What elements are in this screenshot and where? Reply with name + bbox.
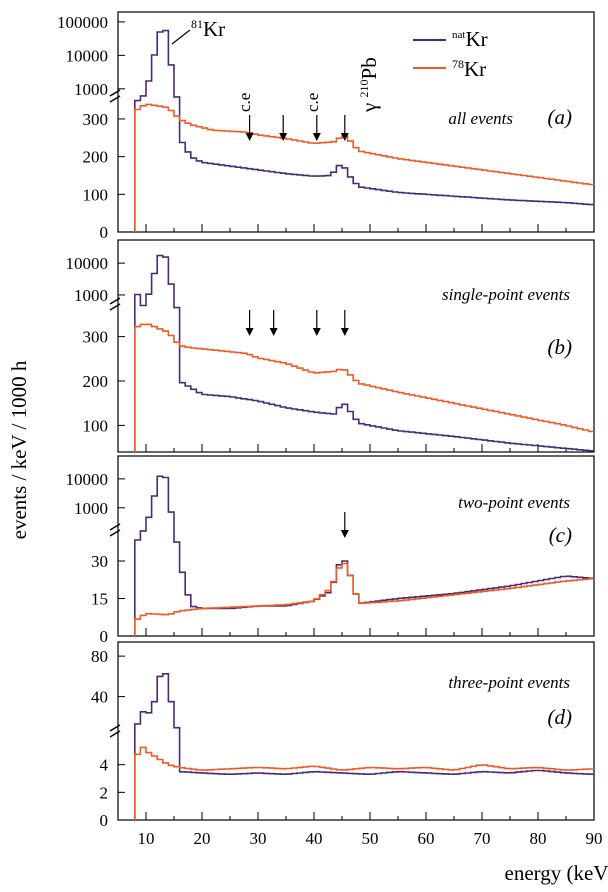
ce-label-2: c.e <box>303 93 322 112</box>
annotation-arrowhead <box>269 328 278 336</box>
legend-label-78kr: 78Kr <box>452 57 486 81</box>
series-78kr <box>134 746 594 820</box>
y-tick-label: 30 <box>91 552 108 571</box>
panel-tag: (d) <box>548 705 573 729</box>
y-tick-label: 1000 <box>74 286 108 305</box>
x-axis-label: energy (keV) <box>505 861 608 885</box>
y-tick-label: 0 <box>100 223 109 242</box>
x-tick-label: 30 <box>250 829 267 848</box>
legend-label-nat: natKr <box>452 27 488 51</box>
y-tick-label: 0 <box>100 627 109 646</box>
series-nat-kr <box>134 29 594 232</box>
annotation-arrowhead <box>340 530 349 538</box>
kr81-sup: 81 <box>191 17 203 31</box>
annotation-arrowhead <box>279 133 288 141</box>
series-78kr <box>134 323 594 452</box>
y-tick-label: 200 <box>83 148 109 167</box>
annotation-arrowhead <box>312 133 321 141</box>
y-tick-label: 1000 <box>74 80 108 99</box>
y-tick-label: 10000 <box>66 470 109 489</box>
panel-d: 80 40 4 2 0 (d) three-point events <box>91 641 595 830</box>
y-tick-label: 100000 <box>57 13 108 32</box>
axis-break-mark <box>109 724 121 732</box>
pb210-sup: 210 <box>357 79 371 97</box>
annotation-arrowhead <box>245 328 254 336</box>
panel-frame <box>117 641 595 821</box>
axis-break-mark <box>109 523 121 531</box>
x-tick-label: 80 <box>530 829 547 848</box>
x-tick-label: 20 <box>194 829 211 848</box>
panel-b: 10000 1000 300 200 100 (b) single-point events <box>66 239 595 453</box>
panel-tag: (a) <box>548 105 573 129</box>
pb210-prefix: γ <box>357 97 381 113</box>
x-tick-label: 70 <box>474 829 491 848</box>
y-tick-label: 2 <box>100 783 109 802</box>
annotation-arrowhead <box>340 328 349 336</box>
y-tick-label: 4 <box>100 756 109 775</box>
panel-c: 10000 1000 30 15 0 (c) two-point events <box>66 455 595 646</box>
series-78kr <box>134 103 594 232</box>
pb210-text: Pb <box>357 57 381 79</box>
panel-tag: (c) <box>549 523 572 547</box>
kr81-text: Kr <box>203 17 225 41</box>
panel-tag: (b) <box>548 335 573 359</box>
panel-label: single-point events <box>442 285 570 304</box>
axis-break-mark <box>109 730 121 738</box>
y-tick-label: 15 <box>91 590 108 609</box>
y-tick-label: 10000 <box>66 254 109 273</box>
y-axis-label: events / keV / 1000 h <box>7 360 31 539</box>
y-tick-label: 1000 <box>74 499 108 518</box>
y-tick-label: 100 <box>83 416 109 435</box>
x-tick-label: 90 <box>586 829 603 848</box>
ce-label-1: c.e <box>235 93 254 112</box>
series-nat-kr <box>134 673 594 820</box>
axis-break-mark <box>109 529 121 537</box>
y-tick-label: 10000 <box>66 46 109 65</box>
y-tick-label: 300 <box>83 110 109 129</box>
series-78kr <box>134 562 594 636</box>
y-tick-label: 40 <box>91 688 108 707</box>
panel-frame <box>117 239 595 453</box>
series-nat-kr <box>134 254 594 452</box>
panel-frame <box>117 455 595 637</box>
x-tick-label: 40 <box>306 829 323 848</box>
y-tick-label: 100 <box>83 185 109 204</box>
panel-label: two-point events <box>458 493 570 512</box>
legend: natKr 78Kr <box>413 27 488 81</box>
x-tick-label: 60 <box>418 829 435 848</box>
panel-label: all events <box>448 109 513 128</box>
annotation-arrowhead <box>245 133 254 141</box>
annotation-arrowhead <box>312 328 321 336</box>
x-tick-label: 50 <box>362 829 379 848</box>
panel-frame <box>117 11 595 233</box>
pb210-label: γ 210Pb <box>357 57 381 113</box>
axis-break-mark <box>109 89 121 97</box>
x-tick-label: 10 <box>138 829 155 848</box>
axis-break-mark <box>109 297 121 305</box>
axis-break-mark <box>109 95 121 103</box>
y-tick-label: 0 <box>100 811 109 830</box>
annotation-arrowhead <box>340 133 349 141</box>
kr81-label: 81Kr <box>191 17 225 41</box>
panel-label: three-point events <box>448 673 570 692</box>
y-tick-label: 80 <box>91 647 108 666</box>
axis-break-mark <box>109 303 121 311</box>
y-tick-label: 300 <box>83 328 109 347</box>
kr81-pointer <box>171 29 191 45</box>
y-tick-label: 200 <box>83 372 109 391</box>
